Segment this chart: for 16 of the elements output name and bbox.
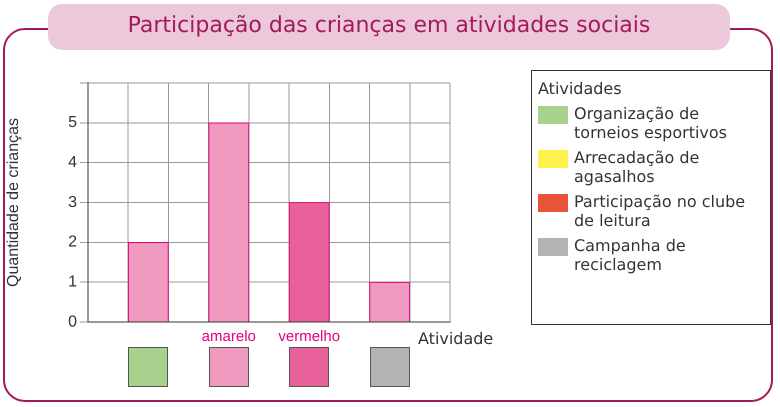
- text: Organização de torneios esportivos: [574, 104, 728, 142]
- text: Arrecadação de agasalhos: [574, 148, 700, 186]
- text: Participação no clube de leitura: [574, 192, 746, 230]
- text: Campanha de reciclagem: [574, 236, 687, 274]
- y-tick-label: 0: [68, 313, 78, 330]
- y-axis-title: Quantidade de crianças: [5, 118, 22, 287]
- y-tick-label: 4: [68, 154, 78, 172]
- x-tick-label: vermelho: [278, 328, 340, 346]
- y-tick-label: 2: [68, 234, 78, 251]
- y-tick-label: 1: [68, 274, 78, 291]
- x-axis-title: Atividade: [418, 329, 494, 348]
- legend-title: Atividades: [538, 79, 623, 98]
- x-tick-label: amarelo: [202, 328, 256, 346]
- y-tick-label: 3: [68, 194, 78, 211]
- chart-title: Participação das crianças em atividades sociais: [48, 4, 730, 50]
- y-tick-label: 5: [68, 114, 78, 132]
